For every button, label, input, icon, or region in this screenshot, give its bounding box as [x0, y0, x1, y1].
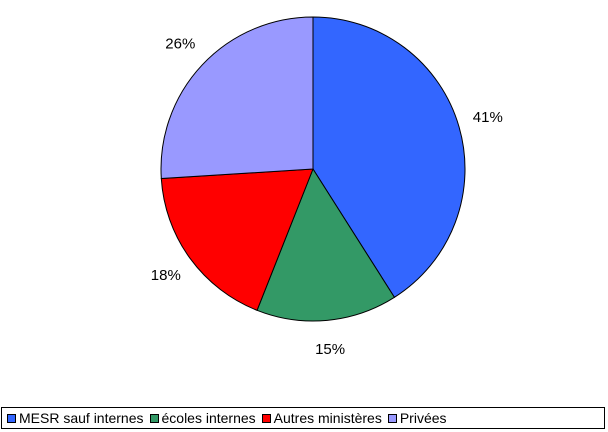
pie-slice-autres: [160, 168, 314, 311]
legend-item-mesr: MESR sauf internes: [7, 410, 144, 426]
legend-label-autres: Autres ministères: [273, 410, 382, 426]
pie-slice-privees: [160, 16, 314, 180]
legend-swatch-ecoles: [149, 413, 159, 423]
legend-item-autres: Autres ministères: [261, 410, 382, 426]
slice-label-privees: 26%: [165, 35, 195, 52]
legend-swatch-mesr: [7, 413, 16, 423]
slice-label-autres: 18%: [151, 267, 181, 284]
legend-item-ecoles: écoles internes: [149, 410, 256, 426]
slice-label-ecoles: 15%: [315, 341, 345, 358]
pie-chart: 41% 15% 18% 26%: [151, 16, 503, 358]
legend-swatch-autres: [261, 413, 271, 423]
legend-label-privees: Privées: [399, 410, 447, 426]
legend-swatch-privees: [387, 413, 397, 423]
legend-label-mesr: MESR sauf internes: [19, 410, 144, 426]
pie-slice-mesr: [312, 16, 466, 299]
legend-label-ecoles: écoles internes: [161, 410, 256, 426]
legend: MESR sauf internes écoles internes Autre…: [1, 407, 605, 429]
pie-slice-ecoles: [256, 167, 396, 322]
legend-item-privees: Privées: [387, 410, 447, 426]
slice-label-mesr: 41%: [473, 109, 503, 126]
